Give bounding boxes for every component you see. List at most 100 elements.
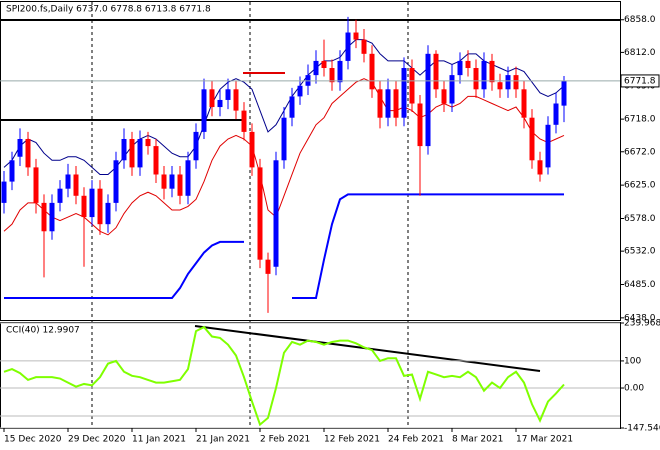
x-tick-label: 17 Mar 2021 [516,435,573,445]
y-tick-label: 6718.0 [624,115,656,125]
candle-body [489,60,495,83]
candle-body [321,60,327,69]
candle-body [249,131,255,168]
candle-body [297,85,303,97]
candle-body [113,160,119,203]
y-tick-label: 0.00 [624,384,644,394]
x-tick-label: 15 Dec 2020 [4,435,62,445]
y-tick-label: 6438.0 [624,313,656,323]
chart-title: SPI200.fs,Daily 6737.0 6778.8 6713.8 677… [6,5,211,15]
y-tick-label: 6812.0 [624,48,656,58]
y-tick-label: 6625.0 [624,181,656,191]
cci-line [3,325,565,427]
candle-body [161,174,167,189]
y-tick-label: 6485.0 [624,280,656,290]
candle-body [449,75,455,104]
candle-body [209,89,215,108]
candle-body [337,60,343,83]
candle-body [57,188,63,203]
candle-body [481,60,487,90]
candle-body [105,202,111,225]
candle-body [361,39,367,54]
candle-body [473,68,479,90]
candle-body [81,195,87,218]
y-tick-label: -147.546 [624,424,660,434]
candle-body [537,160,543,175]
candle-body [529,117,535,161]
candle-body [409,68,415,104]
candle-body [25,138,31,168]
candle-body [353,32,359,40]
candle-body [233,89,239,111]
candle-body [169,174,175,189]
indicator-title: CCI(40) 12.9907 [6,326,80,336]
candle-body [73,174,79,196]
y-tick-label: 100 [624,356,641,366]
candle-body [145,138,151,147]
candle-body [49,202,55,232]
candle-body [441,89,447,104]
candle-body [433,53,439,90]
x-tick-label: 8 Mar 2021 [452,435,503,445]
candle-body [241,110,247,132]
candle-body [281,117,287,161]
candle-body [9,160,15,182]
price-label: 6771.8 [624,76,656,86]
candle-body [1,181,7,203]
candle-body [513,75,519,90]
y-tick-label: 6578.0 [624,214,656,224]
candle-body [385,89,391,118]
candle-body [33,167,39,203]
candle-body [393,89,399,118]
candle-body [553,103,559,125]
candle-body [129,138,135,168]
candle-body [137,138,143,168]
candle-body [193,131,199,161]
candle-body [185,160,191,196]
x-tick-label: 21 Jan 2021 [196,435,250,445]
candle-body [505,75,511,90]
candle-body [313,60,319,76]
candle-body [265,259,271,274]
indicator-line [3,78,565,236]
candle-body [417,103,423,147]
candle-body [273,160,279,267]
candle-body [121,138,127,161]
candle-body [257,167,263,260]
y-tick-label: 239.9682 [624,319,660,329]
candle-body [289,96,295,118]
candle-body [425,53,431,147]
candle-body [153,146,159,175]
candle-body [225,89,231,100]
candle-body [217,99,223,108]
candle-body [561,80,567,106]
candle-body [521,89,527,118]
candle-body [329,68,335,83]
y-tick-label: 6672.0 [624,147,656,157]
candle-body [89,188,95,218]
price-label-box [620,74,660,88]
candle-body [177,174,183,196]
candle-body [497,82,503,90]
candle-body [97,188,103,225]
candle-body [457,60,463,76]
candle-body [65,174,71,189]
y-tick-label: 6532.0 [624,247,656,257]
candle-body [201,89,207,132]
x-tick-label: 2 Feb 2021 [260,435,310,445]
candle-body [369,53,375,90]
indicator-line [4,193,564,299]
price-panel [0,1,621,321]
x-tick-label: 24 Feb 2021 [388,435,444,445]
candle-body [377,89,383,118]
candle-body [345,32,351,61]
candle-body [465,60,471,69]
x-tick-label: 29 Dec 2020 [68,435,126,445]
candle-body [545,124,551,168]
x-tick-label: 12 Feb 2021 [324,435,380,445]
candle-body [41,202,47,232]
candle-body [17,138,23,157]
y-tick-label: 6858.0 [624,15,656,25]
